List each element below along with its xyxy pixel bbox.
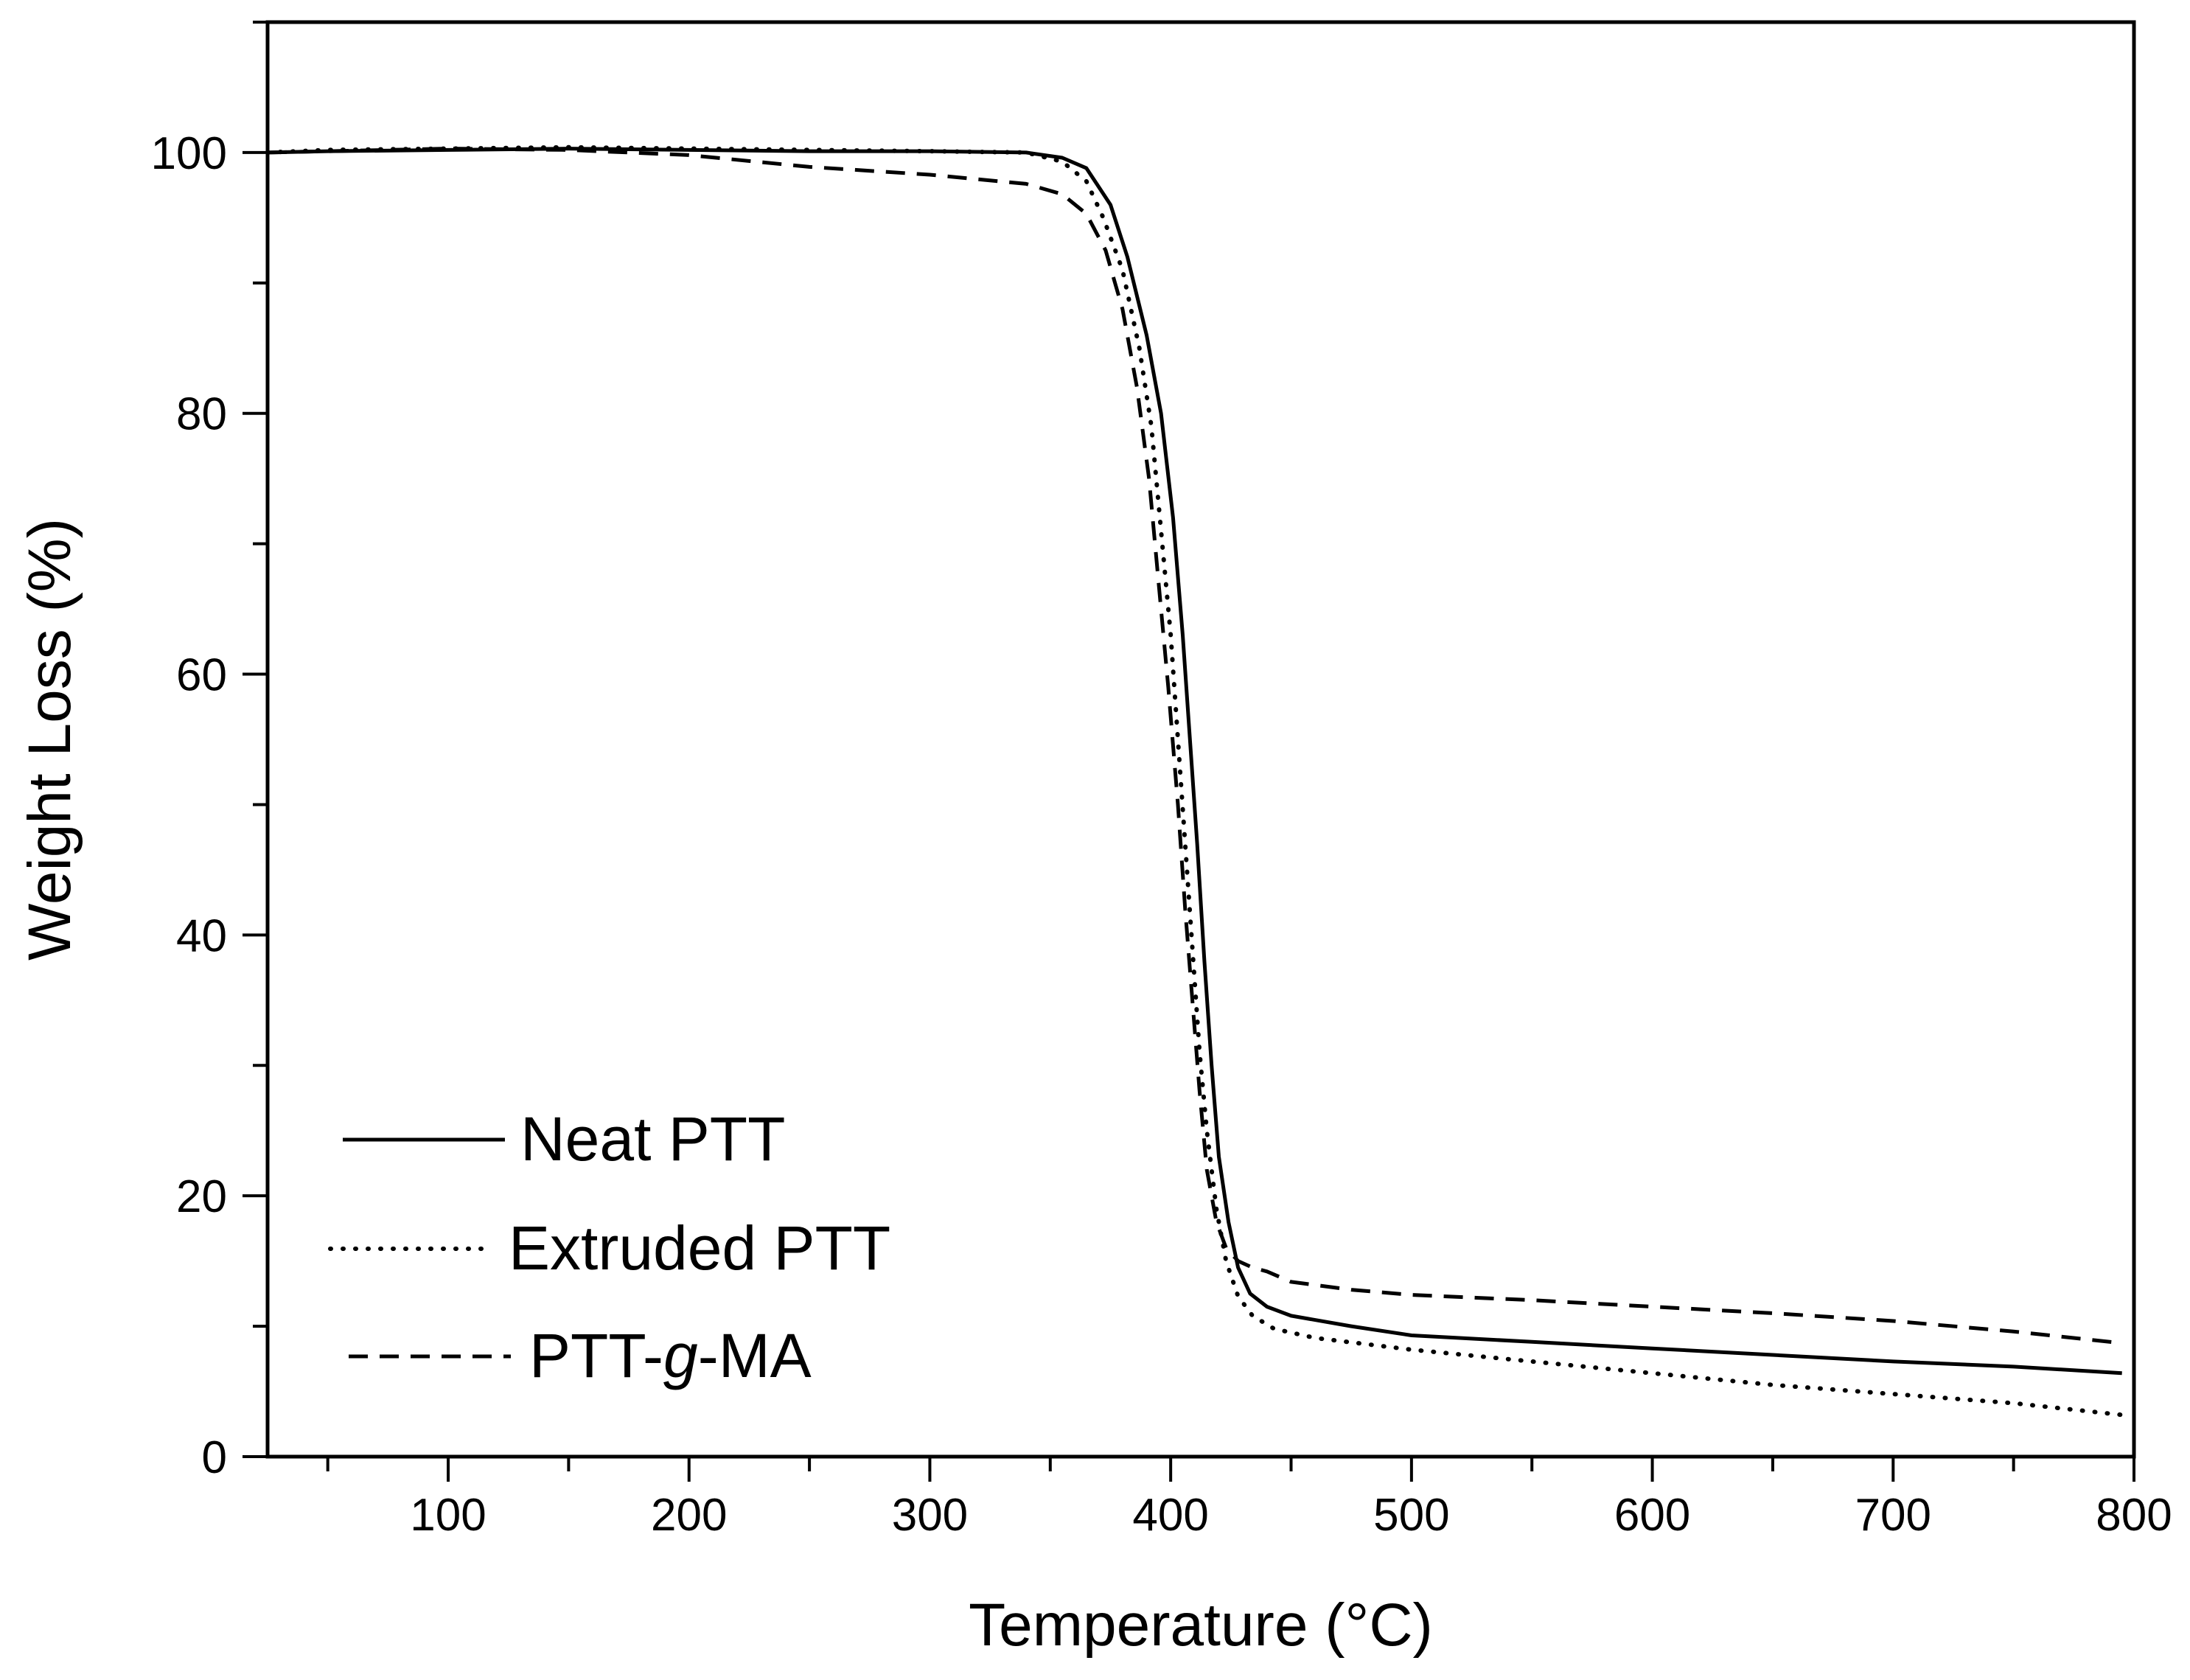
- x-axis: 100 200 300 400 500 600 700 800: [326, 1457, 2172, 1541]
- x-tick-label-500: 500: [1373, 1490, 1449, 1541]
- x-tick-label-800: 800: [2096, 1490, 2172, 1541]
- y-tick-label-60: 60: [176, 650, 227, 701]
- y-tick-label-20: 20: [176, 1171, 227, 1222]
- y-tick-label-40: 40: [176, 910, 227, 961]
- y-tick-label-100: 100: [151, 128, 227, 179]
- legend: Neat PTT Extruded PTT PTT-g-MA: [328, 1104, 890, 1390]
- x-tick-label-300: 300: [892, 1490, 968, 1541]
- x-tick-label-200: 200: [651, 1490, 727, 1541]
- legend-label-ptt-g-ma-part-1: PTT-: [529, 1321, 663, 1390]
- legend-label-ptt-g-ma-part-3: -MA: [698, 1321, 812, 1390]
- legend-label-ptt-g-ma-italic-g: g: [663, 1321, 698, 1390]
- y-axis-title: Weight Loss (%): [16, 518, 83, 961]
- x-axis-title: Temperature (°C): [969, 1592, 1433, 1659]
- legend-label-extruded-ptt: Extruded PTT: [509, 1213, 890, 1283]
- y-axis: 0 20 40 60 80 100: [151, 21, 268, 1483]
- plot-frame: [265, 20, 2136, 1459]
- series-line-ptt-g-ma: [267, 147, 2122, 1345]
- legend-label-neat-ptt: Neat PTT: [520, 1104, 785, 1174]
- series-layer: [265, 144, 2124, 1418]
- legend-label-ptt-g-ma: PTT-g-MA: [529, 1321, 812, 1390]
- x-tick-label-700: 700: [1855, 1490, 1931, 1541]
- x-tick-label-100: 100: [410, 1490, 486, 1541]
- plot-area: [265, 20, 2136, 1459]
- x-tick-label-600: 600: [1614, 1490, 1690, 1541]
- y-tick-label-0: 0: [202, 1432, 227, 1483]
- y-tick-label-80: 80: [176, 389, 227, 440]
- series-line-extruded-ptt: [265, 144, 2124, 1418]
- x-tick-label-400: 400: [1132, 1490, 1208, 1541]
